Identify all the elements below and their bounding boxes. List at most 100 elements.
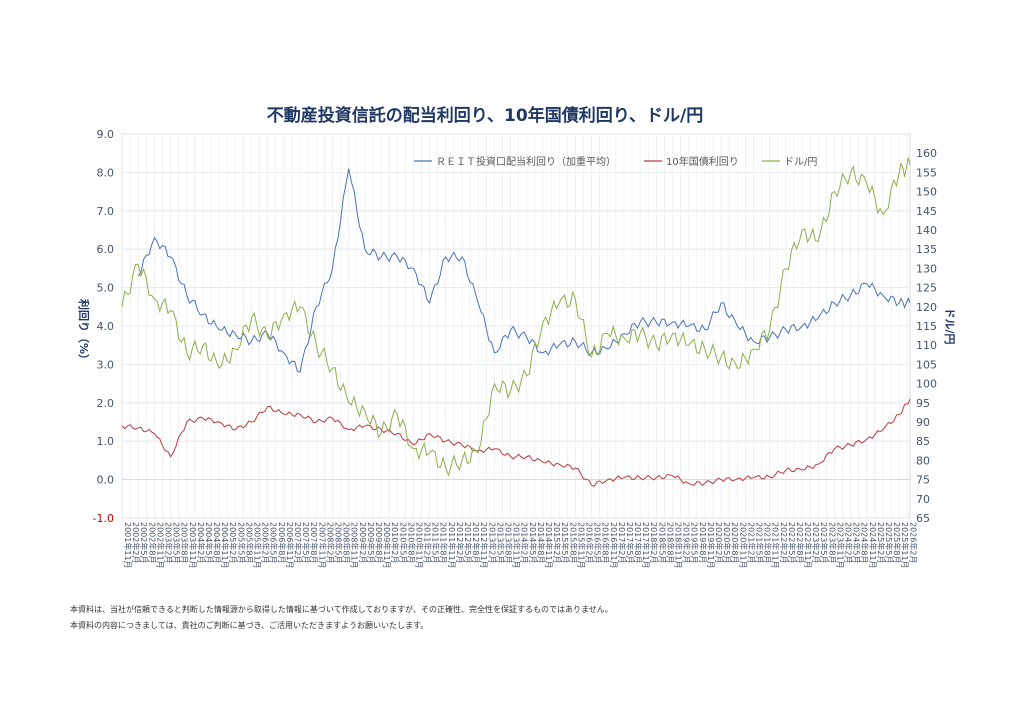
x-tick-label: 2001年11月 bbox=[123, 522, 133, 569]
x-tick-label: 2025年5月 bbox=[884, 522, 894, 563]
x-tick-label: 2023年8月 bbox=[827, 522, 837, 563]
y-left-tick-label: 4.0 bbox=[97, 320, 115, 333]
x-tick-label: 2013年11月 bbox=[512, 522, 522, 569]
y-right-tick-label: 80 bbox=[916, 454, 930, 467]
series-line-1 bbox=[137, 168, 911, 373]
x-tick-label: 2019年5月 bbox=[690, 522, 700, 563]
x-tick-label: 2003年8月 bbox=[180, 522, 190, 563]
x-tick-label: 2018年5月 bbox=[657, 522, 667, 563]
legend: ＲＥＩＴ投資口配当利回り（加重平均） 10年国債利回り ドル/円 bbox=[414, 155, 817, 168]
x-tick-label: 2023年11月 bbox=[835, 522, 845, 569]
y-right-tick-label: 90 bbox=[916, 416, 930, 429]
x-tick-label: 2021年8月 bbox=[763, 522, 773, 563]
y-left-tick-label: 6.0 bbox=[97, 243, 115, 256]
x-tick-label: 2016年8月 bbox=[601, 522, 611, 563]
x-tick-label: 2002年2月 bbox=[131, 522, 141, 563]
x-tick-label: 2008年8月 bbox=[342, 522, 352, 563]
x-tick-label: 2010年11月 bbox=[414, 522, 424, 569]
x-tick-label: 2007年11月 bbox=[317, 522, 327, 569]
x-tick-label: 2005年5月 bbox=[236, 522, 246, 563]
y-right-tick-label: 115 bbox=[916, 320, 937, 333]
x-tick-label: 2009年2月 bbox=[358, 522, 368, 563]
x-tick-label: 2011年2月 bbox=[423, 522, 433, 563]
y-axis-left-title: 利回り（%） bbox=[77, 299, 91, 365]
legend-label: 10年国債利回り bbox=[666, 155, 739, 168]
x-tick-label: 2002年5月 bbox=[139, 522, 149, 563]
x-tick-label: 2012年2月 bbox=[455, 522, 465, 563]
x-tick-label: 2004年2月 bbox=[196, 522, 206, 563]
x-tick-label: 2010年2月 bbox=[390, 522, 400, 563]
x-tick-label: 2018年2月 bbox=[649, 522, 659, 563]
x-tick-label: 2003年11月 bbox=[188, 522, 198, 569]
y-left-tick-label: 3.0 bbox=[97, 358, 115, 371]
x-tick-label: 2022年8月 bbox=[795, 522, 805, 563]
x-tick-label: 2013年8月 bbox=[504, 522, 514, 563]
x-tick-label: 2017年11月 bbox=[641, 522, 651, 569]
x-tick-label: 2002年8月 bbox=[147, 522, 157, 563]
y-left-tick-label: 8.0 bbox=[97, 166, 115, 179]
x-tick-label: 2003年5月 bbox=[172, 522, 182, 563]
y-right-tick-label: 100 bbox=[916, 378, 937, 391]
y-left-tick-label: 2.0 bbox=[97, 397, 115, 410]
y-right-tick-label: 120 bbox=[916, 301, 937, 314]
x-tick-label: 2007年2月 bbox=[293, 522, 303, 563]
y-axis-right: 160 155 150 145 140 135 130 125 120 115 110 105 100 9… bbox=[916, 147, 937, 525]
x-tick-label: 2019年2月 bbox=[682, 522, 692, 563]
x-tick-label: 2020年5月 bbox=[722, 522, 732, 563]
x-tick-label: 2023年5月 bbox=[819, 522, 829, 563]
x-tick-label: 2013年5月 bbox=[495, 522, 505, 563]
x-tick-label: 2024年2月 bbox=[844, 522, 854, 563]
y-right-tick-label: 155 bbox=[916, 166, 937, 179]
x-tick-label: 2014年8月 bbox=[536, 522, 546, 563]
y-left-tick-label: 0.0 bbox=[97, 474, 115, 487]
x-tick-label: 2025年11月 bbox=[900, 522, 910, 569]
chart-title: 不動産投資信託の配当利回り、10年国債利回り、ドル/円 bbox=[267, 105, 704, 126]
legend-label: ドル/円 bbox=[784, 157, 817, 168]
x-tick-label: 2006年5月 bbox=[269, 522, 279, 563]
legend-label: ＲＥＩＴ投資口配当利回り（加重平均） bbox=[436, 155, 616, 168]
x-tick-label: 2019年8月 bbox=[698, 522, 708, 563]
x-tick-label: 2009年5月 bbox=[366, 522, 376, 563]
x-tick-label: 2017年5月 bbox=[625, 522, 635, 563]
series-line-3 bbox=[121, 157, 911, 477]
x-tick-label: 2012年8月 bbox=[471, 522, 481, 563]
x-tick-label: 2022年11月 bbox=[803, 522, 813, 569]
x-tick-label: 2018年8月 bbox=[665, 522, 675, 563]
x-tick-label: 2012年11月 bbox=[479, 522, 489, 569]
y-left-tick-label: 1.0 bbox=[97, 435, 115, 448]
x-tick-label: 2024年8月 bbox=[860, 522, 870, 563]
x-tick-label: 2015年8月 bbox=[568, 522, 578, 563]
x-tick-label: 2010年8月 bbox=[406, 522, 416, 563]
y-right-tick-label: 70 bbox=[916, 493, 930, 506]
x-tick-label: 2014年2月 bbox=[520, 522, 530, 563]
x-tick-label: 2009年8月 bbox=[374, 522, 384, 563]
y-right-tick-label: 95 bbox=[916, 397, 930, 410]
x-tick-label: 2006年11月 bbox=[285, 522, 295, 569]
x-tick-label: 2025年8月 bbox=[892, 522, 902, 563]
x-tick-label: 2021年11月 bbox=[771, 522, 781, 569]
y-left-tick-label: 9.0 bbox=[97, 128, 115, 141]
y-right-tick-label: 130 bbox=[916, 262, 937, 275]
x-tick-label: 2026年2月 bbox=[908, 522, 918, 563]
y-right-tick-label: 135 bbox=[916, 243, 937, 256]
series-lines bbox=[121, 157, 911, 487]
y-right-tick-label: 110 bbox=[916, 339, 937, 352]
x-tick-label: 2022年5月 bbox=[787, 522, 797, 563]
x-tick-label: 2014年11月 bbox=[544, 522, 554, 569]
x-tick-label: 2008年11月 bbox=[350, 522, 360, 569]
x-tick-label: 2023年2月 bbox=[811, 522, 821, 563]
x-tick-label: 2006年8月 bbox=[277, 522, 287, 563]
x-tick-label: 2005年2月 bbox=[228, 522, 238, 563]
x-tick-label: 2017年8月 bbox=[633, 522, 643, 563]
x-tick-label: 2008年5月 bbox=[333, 522, 343, 563]
x-tick-label: 2011年11月 bbox=[447, 522, 457, 569]
x-tick-label: 2015年5月 bbox=[560, 522, 570, 563]
x-tick-label: 2022年2月 bbox=[779, 522, 789, 563]
x-tick-label: 2015年11月 bbox=[576, 522, 586, 569]
x-tick-label: 2016年2月 bbox=[584, 522, 594, 563]
x-tick-label: 2012年5月 bbox=[463, 522, 473, 563]
x-tick-label: 2005年11月 bbox=[253, 522, 263, 569]
series-line-2 bbox=[121, 398, 911, 487]
y-axis-left: 9.0 8.0 7.0 6.0 5.0 4.0 3.0 2.0 1.0 0.0 -1.0 bbox=[93, 128, 114, 525]
y-left-tick-label: 7.0 bbox=[97, 205, 115, 218]
